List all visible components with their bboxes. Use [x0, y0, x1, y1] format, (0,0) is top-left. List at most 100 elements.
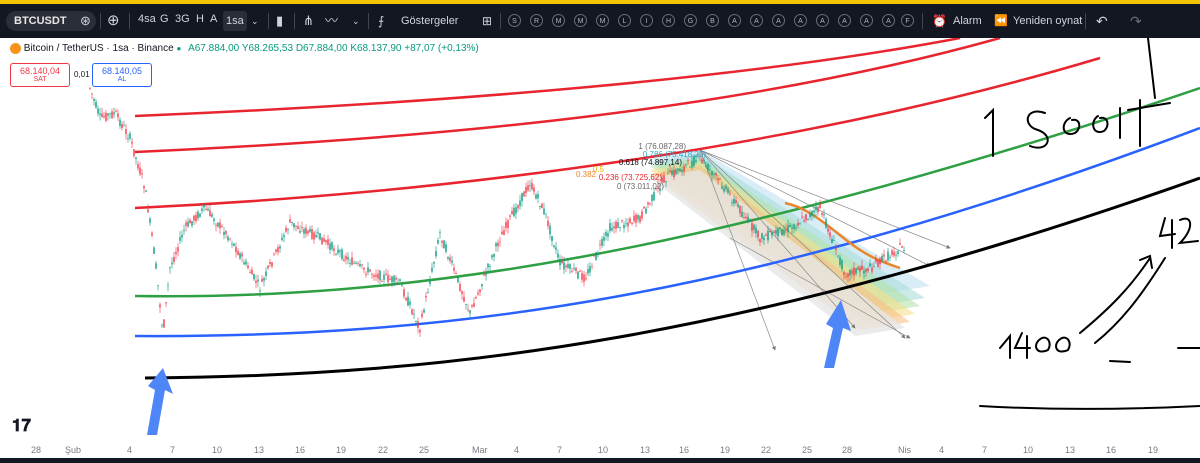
candle-body	[271, 262, 273, 267]
candle-body	[195, 215, 197, 222]
black-arc[interactable]	[144, 176, 1200, 380]
undo-icon[interactable]: ↶	[1096, 13, 1108, 29]
candle-body	[395, 277, 397, 280]
candlestick-series	[89, 87, 905, 337]
candle-body	[669, 170, 671, 173]
candle-body	[563, 262, 565, 270]
candle-body	[819, 203, 821, 209]
replay-icon[interactable]: ⏪	[994, 15, 1008, 27]
candle-body	[383, 274, 385, 280]
candle-body	[807, 218, 809, 220]
alarm-button[interactable]: Alarm	[953, 15, 982, 27]
interval-1d[interactable]: G	[160, 13, 169, 25]
candle-body	[205, 208, 207, 210]
interval-1h-active[interactable]: 1sa	[223, 11, 247, 31]
drawing-tool-a[interactable]: A	[838, 14, 851, 27]
drawing-tool-a[interactable]: A	[794, 14, 807, 27]
drawing-tool-a[interactable]: A	[816, 14, 829, 27]
candle-body	[865, 268, 867, 272]
replay-button[interactable]: Yeniden oynat	[1013, 15, 1083, 27]
candle-body	[459, 284, 461, 291]
symbol-search[interactable]: BTCUSDT	[6, 11, 96, 31]
chart-area[interactable]: 1 (76.087,28) 0.786 (75.418,25) 0.618 (7…	[0, 38, 1200, 458]
redo-icon[interactable]: ↷	[1130, 13, 1142, 29]
candles-icon[interactable]: ▮	[276, 13, 284, 28]
separator	[922, 13, 923, 29]
candle-body	[363, 267, 365, 270]
drawing-tool-m[interactable]: M	[596, 14, 609, 27]
drawing-tool-a[interactable]: A	[750, 14, 763, 27]
candle-body	[671, 170, 673, 175]
drawing-tool-b[interactable]: B	[706, 14, 719, 27]
drawing-tool-a[interactable]: A	[882, 14, 895, 27]
bars-icon[interactable]: ⋔	[303, 13, 314, 28]
drawing-tool-g[interactable]: G	[684, 14, 697, 27]
indicators-icon[interactable]: ⨍	[378, 14, 385, 28]
candle-body	[167, 285, 169, 287]
drawing-tool-f[interactable]: F	[901, 14, 914, 27]
candle-body	[339, 250, 341, 252]
candle-body	[733, 198, 735, 204]
drawing-tool-i[interactable]: I	[640, 14, 653, 27]
line-chart-icon[interactable]: 〰	[325, 13, 339, 28]
drawing-tool-m[interactable]: M	[574, 14, 587, 27]
drawing-tool-a[interactable]: A	[772, 14, 785, 27]
drawing-tool-a[interactable]: A	[860, 14, 873, 27]
candle-body	[623, 224, 625, 229]
candle-body	[589, 266, 591, 273]
plus-icon-circle[interactable]: ⊛	[80, 13, 91, 28]
candle-body	[119, 119, 121, 126]
sell-button[interactable]: 68.140,04 SAT	[10, 63, 70, 87]
compare-plus-icon[interactable]: ⊕	[107, 12, 120, 29]
candle-body	[893, 252, 895, 256]
candle-body	[229, 238, 231, 240]
candle-body	[189, 220, 191, 224]
drawing-tool-s[interactable]: S	[508, 14, 521, 27]
legend-title[interactable]: Bitcoin / TetherUS · 1sa · Binance	[23, 43, 174, 55]
candle-body	[541, 203, 543, 208]
candle-body	[457, 277, 459, 283]
candle-body	[677, 168, 679, 171]
interval-4h[interactable]: 4sa	[138, 13, 156, 25]
candle-body	[523, 191, 525, 197]
candle-body	[463, 296, 465, 302]
chevron-down-icon[interactable]: ⌄	[251, 16, 259, 26]
price-chart[interactable]: 1 (76.087,28) 0.786 (75.418,25) 0.618 (7…	[0, 38, 1200, 458]
indicators-button[interactable]: Göstergeler	[401, 15, 459, 27]
candle-body	[545, 213, 547, 215]
green-arc[interactable]	[134, 86, 1200, 298]
candle-body	[399, 279, 401, 281]
fib-ray	[729, 237, 911, 339]
chevron-down-icon[interactable]: ⌄	[352, 16, 360, 26]
candle-body	[665, 180, 667, 183]
buy-button[interactable]: 68.140,05 AL	[92, 63, 152, 87]
interval-month[interactable]: A	[210, 13, 218, 25]
candle-body	[303, 229, 305, 234]
red-arc-1[interactable]	[134, 38, 961, 118]
candle-body	[715, 173, 717, 176]
tradingview-logo-icon[interactable]: 𝟏𝟕	[12, 416, 31, 435]
interval-3d[interactable]: 3G	[175, 13, 190, 25]
templates-icon[interactable]: ⊞	[482, 14, 493, 28]
candle-body	[481, 284, 483, 287]
buy-price: 68.140,05	[101, 66, 143, 76]
candle-body	[793, 224, 795, 230]
time-axis[interactable]: 28 Şub 4 7 10 13 16 19 22 25 Mar 4 7 10 13 16 19 22 25 28 Ni…	[0, 440, 1200, 463]
drawing-tool-h[interactable]: H	[662, 14, 675, 27]
candle-body	[791, 227, 793, 229]
candle-body	[771, 231, 773, 236]
interval-week[interactable]: H	[196, 13, 204, 25]
drawing-tool-a[interactable]: A	[728, 14, 741, 27]
red-arc-2[interactable]	[134, 38, 1001, 154]
candle-body	[147, 209, 149, 213]
alarm-clock-icon[interactable]: ⏰	[932, 14, 947, 28]
drawing-tool-r[interactable]: R	[530, 14, 543, 27]
drawing-tool-m[interactable]: M	[552, 14, 565, 27]
candle-body	[89, 87, 91, 89]
candle-body	[105, 112, 107, 121]
candle-body	[591, 265, 593, 267]
candle-body	[875, 259, 877, 263]
red-arc-3[interactable]	[134, 56, 1101, 210]
drawing-tool-l[interactable]: L	[618, 14, 631, 27]
blue-arc[interactable]	[134, 126, 1200, 338]
